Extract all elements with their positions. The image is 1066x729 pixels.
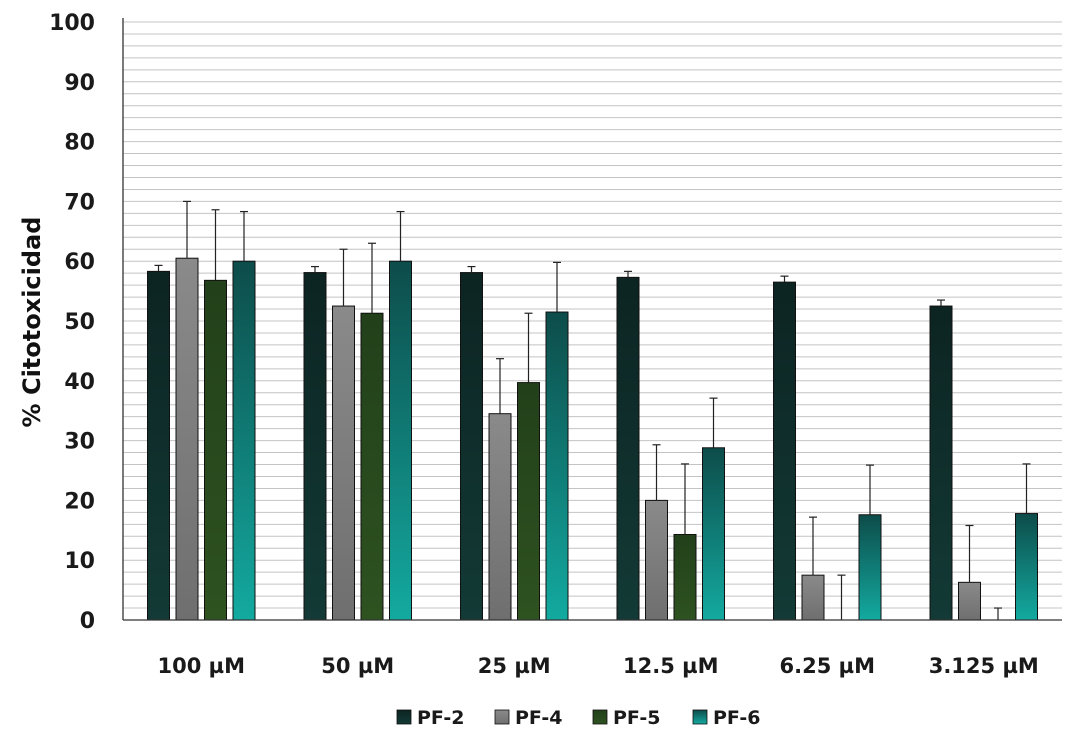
legend-swatch-pf-2 <box>396 709 412 725</box>
y-tick-label: 60 <box>64 250 95 275</box>
bar-pf-2-4 <box>773 281 796 621</box>
y-tick-label: 70 <box>64 190 95 215</box>
y-tick-labels: 0 10 20 30 40 50 60 70 80 90 100 <box>49 11 95 634</box>
x-tick-label: 25 µM <box>478 654 551 678</box>
bar-pf-5-2 <box>517 382 540 621</box>
bar-pf-5-0 <box>204 279 227 621</box>
bar-pf-5-1 <box>360 312 384 621</box>
y-tick-label: 80 <box>64 131 95 156</box>
bar-pf-4-4 <box>801 574 825 621</box>
x-tick-label: 12.5 µM <box>623 654 718 678</box>
y-tick-label: 0 <box>80 609 95 634</box>
bar-pf-6-1 <box>389 260 412 621</box>
legend: PF-2 PF-4 PF-5 PF-6 <box>396 707 760 729</box>
gridlines <box>123 21 1062 609</box>
legend-label-pf-2: PF-2 <box>417 707 464 729</box>
legend-swatch-pf-6 <box>692 709 708 725</box>
bar-pf-4-2 <box>488 413 512 621</box>
x-tick-label: 6.25 µM <box>780 654 875 678</box>
y-tick-label: 20 <box>64 489 95 514</box>
bar-pf-2-3 <box>616 276 640 621</box>
bar-pf-2-1 <box>303 272 327 621</box>
legend-label-pf-5: PF-5 <box>613 707 660 729</box>
axes <box>122 18 1062 621</box>
bar-pf-4-0 <box>175 257 199 621</box>
x-tick-label: 3.125 µM <box>929 654 1039 678</box>
y-tick-label: 30 <box>64 430 95 455</box>
bar-pf-4-1 <box>332 305 355 621</box>
bar-pf-6-4 <box>858 514 882 621</box>
y-axis-label: % Citotoxicidad <box>18 217 46 428</box>
bar-pf-2-0 <box>147 270 170 621</box>
bars <box>147 200 1038 621</box>
y-tick-label: 10 <box>64 549 95 574</box>
legend-label-pf-6: PF-6 <box>713 707 760 729</box>
bar-pf-6-3 <box>702 447 725 621</box>
y-tick-label: 90 <box>64 71 95 96</box>
bar-pf-2-2 <box>460 272 483 621</box>
bar-pf-2-5 <box>929 305 953 621</box>
bar-pf-6-5 <box>1015 513 1038 621</box>
x-tick-label: 50 µM <box>321 654 394 678</box>
y-tick-label: 100 <box>49 11 95 36</box>
legend-swatch-pf-5 <box>592 709 608 725</box>
bar-pf-4-5 <box>958 581 981 621</box>
bar-pf-4-3 <box>645 499 668 621</box>
x-tick-label: 100 µM <box>158 654 246 678</box>
x-tick-labels: 100 µM 50 µM 25 µM 12.5 µM 6.25 µM 3.125 µM <box>158 654 1039 678</box>
bar-pf-6-2 <box>545 311 569 621</box>
y-tick-label: 40 <box>64 370 95 395</box>
legend-label-pf-4: PF-4 <box>515 707 562 729</box>
bar-pf-6-0 <box>232 260 256 621</box>
legend-swatch-pf-4 <box>494 709 510 725</box>
y-tick-label: 50 <box>64 310 95 335</box>
bar-pf-5-3 <box>673 533 697 621</box>
